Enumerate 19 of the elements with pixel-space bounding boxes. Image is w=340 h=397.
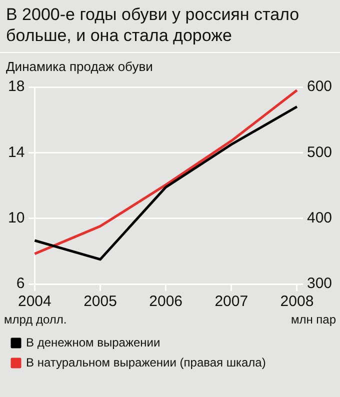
chart-title: В 2000-е годы обуви у россиян стало больше, и она стала дороже [0,0,340,53]
y2-tick-label: 600 [306,78,332,96]
y2-tick-label: 500 [306,144,332,161]
y2-tick-label: 400 [306,209,332,226]
y-axis-title: млрд долл. [4,312,67,326]
legend-label: В денежном выражении [26,335,160,350]
y-tick-label: 18 [8,78,25,96]
y2-axis-title: млн пар [290,312,336,326]
y2-tick-label: 300 [306,275,332,292]
chart-subtitle: Динамика продаж обуви [5,58,154,74]
y-tick-label: 10 [8,209,25,226]
x-tick-label: 2004 [18,293,52,310]
y-tick-label: 14 [8,144,25,161]
x-tick-label: 2008 [280,293,314,310]
y-tick-label: 6 [16,275,25,292]
x-tick-label: 2005 [84,293,117,310]
x-tick-label: 2006 [149,293,183,310]
legend-label: В натуральном выражении (правая шкала) [26,355,266,370]
x-tick-label: 2007 [214,293,248,310]
